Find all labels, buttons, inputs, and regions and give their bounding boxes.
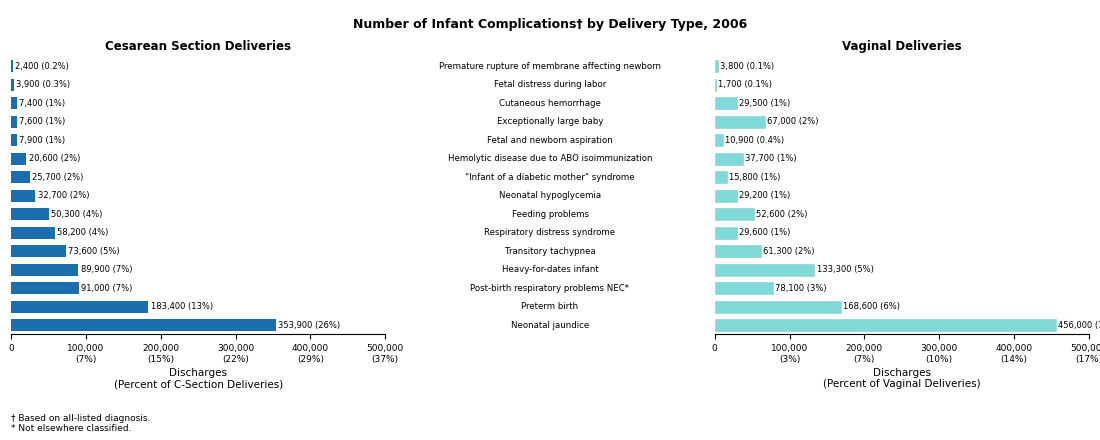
Bar xyxy=(11,245,66,257)
Bar xyxy=(11,60,13,73)
Bar xyxy=(715,227,737,239)
Bar xyxy=(11,116,16,128)
Bar xyxy=(11,301,148,313)
Bar xyxy=(11,79,14,91)
Text: Cutaneous hemorrhage: Cutaneous hemorrhage xyxy=(499,99,601,108)
Text: 78,100 (3%): 78,100 (3%) xyxy=(776,284,827,293)
Text: Exceptionally large baby: Exceptionally large baby xyxy=(497,117,603,126)
Bar xyxy=(715,245,760,257)
Bar xyxy=(11,282,79,294)
Text: 2,400 (0.2%): 2,400 (0.2%) xyxy=(15,62,69,71)
Bar xyxy=(715,190,737,202)
Text: 20,600 (2%): 20,600 (2%) xyxy=(29,154,80,163)
Text: 29,200 (1%): 29,200 (1%) xyxy=(739,191,790,200)
Text: 168,600 (6%): 168,600 (6%) xyxy=(844,302,900,311)
Text: Fetal distress during labor: Fetal distress during labor xyxy=(494,81,606,89)
Title: Vaginal Deliveries: Vaginal Deliveries xyxy=(842,40,961,53)
Text: 7,400 (1%): 7,400 (1%) xyxy=(19,99,65,108)
Text: 61,300 (2%): 61,300 (2%) xyxy=(762,247,814,256)
Text: Post-birth respiratory problems NEC*: Post-birth respiratory problems NEC* xyxy=(471,284,629,293)
Bar xyxy=(715,134,723,147)
Text: 58,200 (4%): 58,200 (4%) xyxy=(57,228,108,237)
Text: 91,000 (7%): 91,000 (7%) xyxy=(81,284,133,293)
Text: 73,600 (5%): 73,600 (5%) xyxy=(68,247,120,256)
Text: 183,400 (13%): 183,400 (13%) xyxy=(151,302,212,311)
Bar xyxy=(11,171,30,183)
Bar xyxy=(715,282,773,294)
Text: "Infant of a diabetic mother" syndrome: "Infant of a diabetic mother" syndrome xyxy=(465,173,635,182)
Bar xyxy=(11,153,26,165)
Text: 25,700 (2%): 25,700 (2%) xyxy=(33,173,84,182)
Text: 353,900 (26%): 353,900 (26%) xyxy=(278,321,340,330)
Text: † Based on all-listed diagnosis.
* Not elsewhere classified.: † Based on all-listed diagnosis. * Not e… xyxy=(11,414,151,433)
Bar xyxy=(715,60,717,73)
Bar xyxy=(11,134,16,147)
Text: Heavy-for-dates infant: Heavy-for-dates infant xyxy=(502,265,598,274)
Bar xyxy=(715,208,755,220)
Title: Cesarean Section Deliveries: Cesarean Section Deliveries xyxy=(106,40,292,53)
X-axis label: Discharges
(Percent of Vaginal Deliveries): Discharges (Percent of Vaginal Deliverie… xyxy=(823,368,981,389)
Bar xyxy=(715,319,1056,331)
Text: Transitory tachypnea: Transitory tachypnea xyxy=(505,247,595,256)
Bar xyxy=(11,97,16,110)
Bar xyxy=(715,116,764,128)
Bar xyxy=(11,227,55,239)
Text: 89,900 (7%): 89,900 (7%) xyxy=(80,265,132,274)
Bar xyxy=(715,171,726,183)
Bar xyxy=(715,301,840,313)
Text: 52,600 (2%): 52,600 (2%) xyxy=(757,210,807,219)
Text: 67,000 (2%): 67,000 (2%) xyxy=(767,117,818,126)
Text: Number of Infant Complications† by Delivery Type, 2006: Number of Infant Complications† by Deliv… xyxy=(353,18,747,31)
Text: Neonatal hypoglycemia: Neonatal hypoglycemia xyxy=(499,191,601,200)
Text: 7,900 (1%): 7,900 (1%) xyxy=(19,136,65,145)
Bar xyxy=(715,153,742,165)
Text: Premature rupture of membrane affecting newborn: Premature rupture of membrane affecting … xyxy=(439,62,661,71)
Text: 3,900 (0.3%): 3,900 (0.3%) xyxy=(16,81,70,89)
Bar xyxy=(715,97,737,110)
Bar xyxy=(11,208,48,220)
Text: Neonatal jaundice: Neonatal jaundice xyxy=(510,321,590,330)
Text: 133,300 (5%): 133,300 (5%) xyxy=(816,265,873,274)
Text: 1,700 (0.1%): 1,700 (0.1%) xyxy=(718,81,772,89)
Text: Preterm birth: Preterm birth xyxy=(521,302,579,311)
Text: 37,700 (1%): 37,700 (1%) xyxy=(745,154,796,163)
Bar xyxy=(11,264,78,276)
Text: Respiratory distress syndrome: Respiratory distress syndrome xyxy=(484,228,616,237)
Text: 15,800 (1%): 15,800 (1%) xyxy=(729,173,780,182)
Text: Fetal and newborn aspiration: Fetal and newborn aspiration xyxy=(487,136,613,145)
Bar xyxy=(715,79,716,91)
Bar xyxy=(11,190,35,202)
Text: 50,300 (4%): 50,300 (4%) xyxy=(51,210,102,219)
Text: 29,600 (1%): 29,600 (1%) xyxy=(739,228,791,237)
Bar xyxy=(11,319,276,331)
Text: Feeding problems: Feeding problems xyxy=(512,210,588,219)
Text: 7,600 (1%): 7,600 (1%) xyxy=(19,117,65,126)
Text: 32,700 (2%): 32,700 (2%) xyxy=(37,191,89,200)
Text: Hemolytic disease due to ABO isoimmunization: Hemolytic disease due to ABO isoimmuniza… xyxy=(448,154,652,163)
Text: 10,900 (0.4%): 10,900 (0.4%) xyxy=(725,136,784,145)
Text: 29,500 (1%): 29,500 (1%) xyxy=(739,99,790,108)
Text: 456,000 (16%): 456,000 (16%) xyxy=(1058,321,1100,330)
Bar xyxy=(715,264,814,276)
Text: 3,800 (0.1%): 3,800 (0.1%) xyxy=(719,62,774,71)
X-axis label: Discharges
(Percent of C-Section Deliveries): Discharges (Percent of C-Section Deliver… xyxy=(113,368,283,389)
